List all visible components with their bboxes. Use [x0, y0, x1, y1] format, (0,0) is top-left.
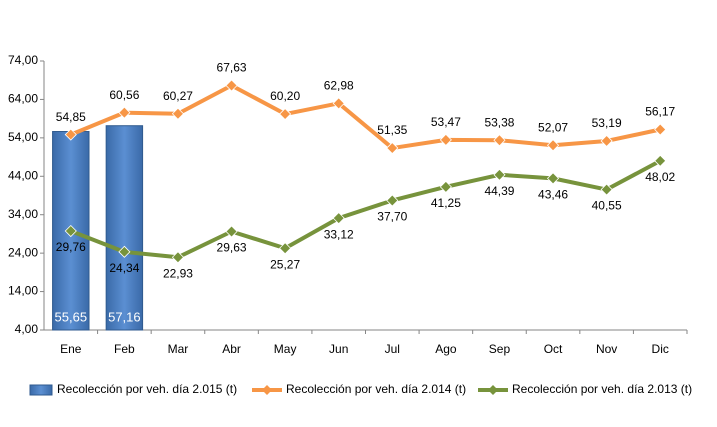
marker [118, 245, 131, 258]
y-tick-label: 14,00 [8, 284, 38, 298]
x-tick-label: Feb [114, 342, 135, 356]
value-label: 60,56 [109, 88, 139, 102]
marker [546, 139, 560, 152]
y-tick-label: 64,00 [8, 92, 38, 106]
value-label: 37,70 [377, 210, 407, 224]
marker [171, 107, 185, 120]
value-label: 67,63 [217, 61, 247, 75]
x-tick-label: Jun [329, 342, 348, 356]
legend-label: Recolección por veh. día 2.013 (t) [512, 382, 692, 396]
marker [600, 134, 613, 148]
value-label: 53,47 [431, 115, 461, 129]
x-tick-label: Abr [222, 342, 241, 356]
marker [600, 183, 613, 196]
marker [225, 79, 238, 92]
marker [64, 224, 77, 238]
value-label: 53,19 [592, 116, 622, 130]
marker [493, 134, 506, 147]
marker [493, 168, 506, 181]
value-label: 60,20 [270, 89, 300, 103]
legend-label: Recolección por veh. día 2.014 (t) [286, 382, 466, 396]
value-label: 29,63 [217, 241, 247, 255]
value-label: 53,38 [484, 115, 514, 129]
legend-label: Recolección por veh. día 2.015 (t) [57, 382, 237, 396]
x-tick-label: Dic [652, 342, 669, 356]
value-label: 48,02 [645, 170, 675, 184]
marker [279, 242, 292, 255]
value-label: 43,46 [538, 188, 568, 202]
x-tick-label: May [274, 342, 297, 356]
marker [439, 180, 452, 193]
marker [118, 106, 131, 119]
marker [171, 251, 185, 264]
value-label: 33,12 [324, 227, 354, 241]
legend-swatch [29, 384, 53, 396]
value-label: 25,27 [270, 257, 300, 271]
bar-value-label: 57,16 [108, 309, 141, 324]
marker [386, 141, 399, 155]
value-label: 24,34 [109, 261, 139, 275]
bar [105, 125, 144, 331]
marker [654, 154, 667, 167]
value-label: 40,55 [592, 199, 622, 213]
legend-marker [262, 385, 272, 395]
value-label: 44,39 [484, 184, 514, 198]
line [70, 159, 662, 260]
line [70, 83, 661, 151]
value-label: 22,93 [163, 266, 193, 280]
marker [64, 128, 77, 141]
marker [225, 225, 238, 238]
x-tick-label: Jul [385, 342, 400, 356]
x-tick-label: Ago [435, 342, 457, 356]
marker [332, 97, 345, 110]
y-tick-label: 34,00 [8, 207, 38, 221]
marker [546, 172, 560, 185]
value-label: 56,17 [645, 105, 675, 119]
marker [279, 107, 292, 121]
value-label: 41,25 [431, 196, 461, 210]
bar-value-label: 55,65 [55, 309, 88, 324]
marker [386, 194, 399, 207]
value-label: 62,98 [324, 79, 354, 93]
value-label: 54,85 [56, 110, 86, 124]
value-label: 60,27 [163, 89, 193, 103]
y-tick-label: 24,00 [8, 245, 38, 259]
legend-marker [488, 385, 498, 395]
value-label: 51,35 [377, 123, 407, 137]
y-tick-label: 44,00 [8, 168, 38, 182]
x-tick-label: Sep [489, 342, 511, 356]
marker [332, 212, 345, 225]
x-tick-label: Mar [168, 342, 189, 356]
marker [654, 123, 667, 136]
x-tick-label: Ene [60, 342, 82, 356]
value-label: 29,76 [56, 240, 86, 254]
y-tick-label: 4,00 [15, 322, 39, 336]
marker [439, 133, 452, 146]
x-tick-label: Oct [544, 342, 563, 356]
x-tick-label: Nov [596, 342, 617, 356]
value-label: 52,07 [538, 120, 568, 134]
y-tick-label: 54,00 [8, 130, 38, 144]
y-tick-label: 74,00 [8, 53, 38, 67]
